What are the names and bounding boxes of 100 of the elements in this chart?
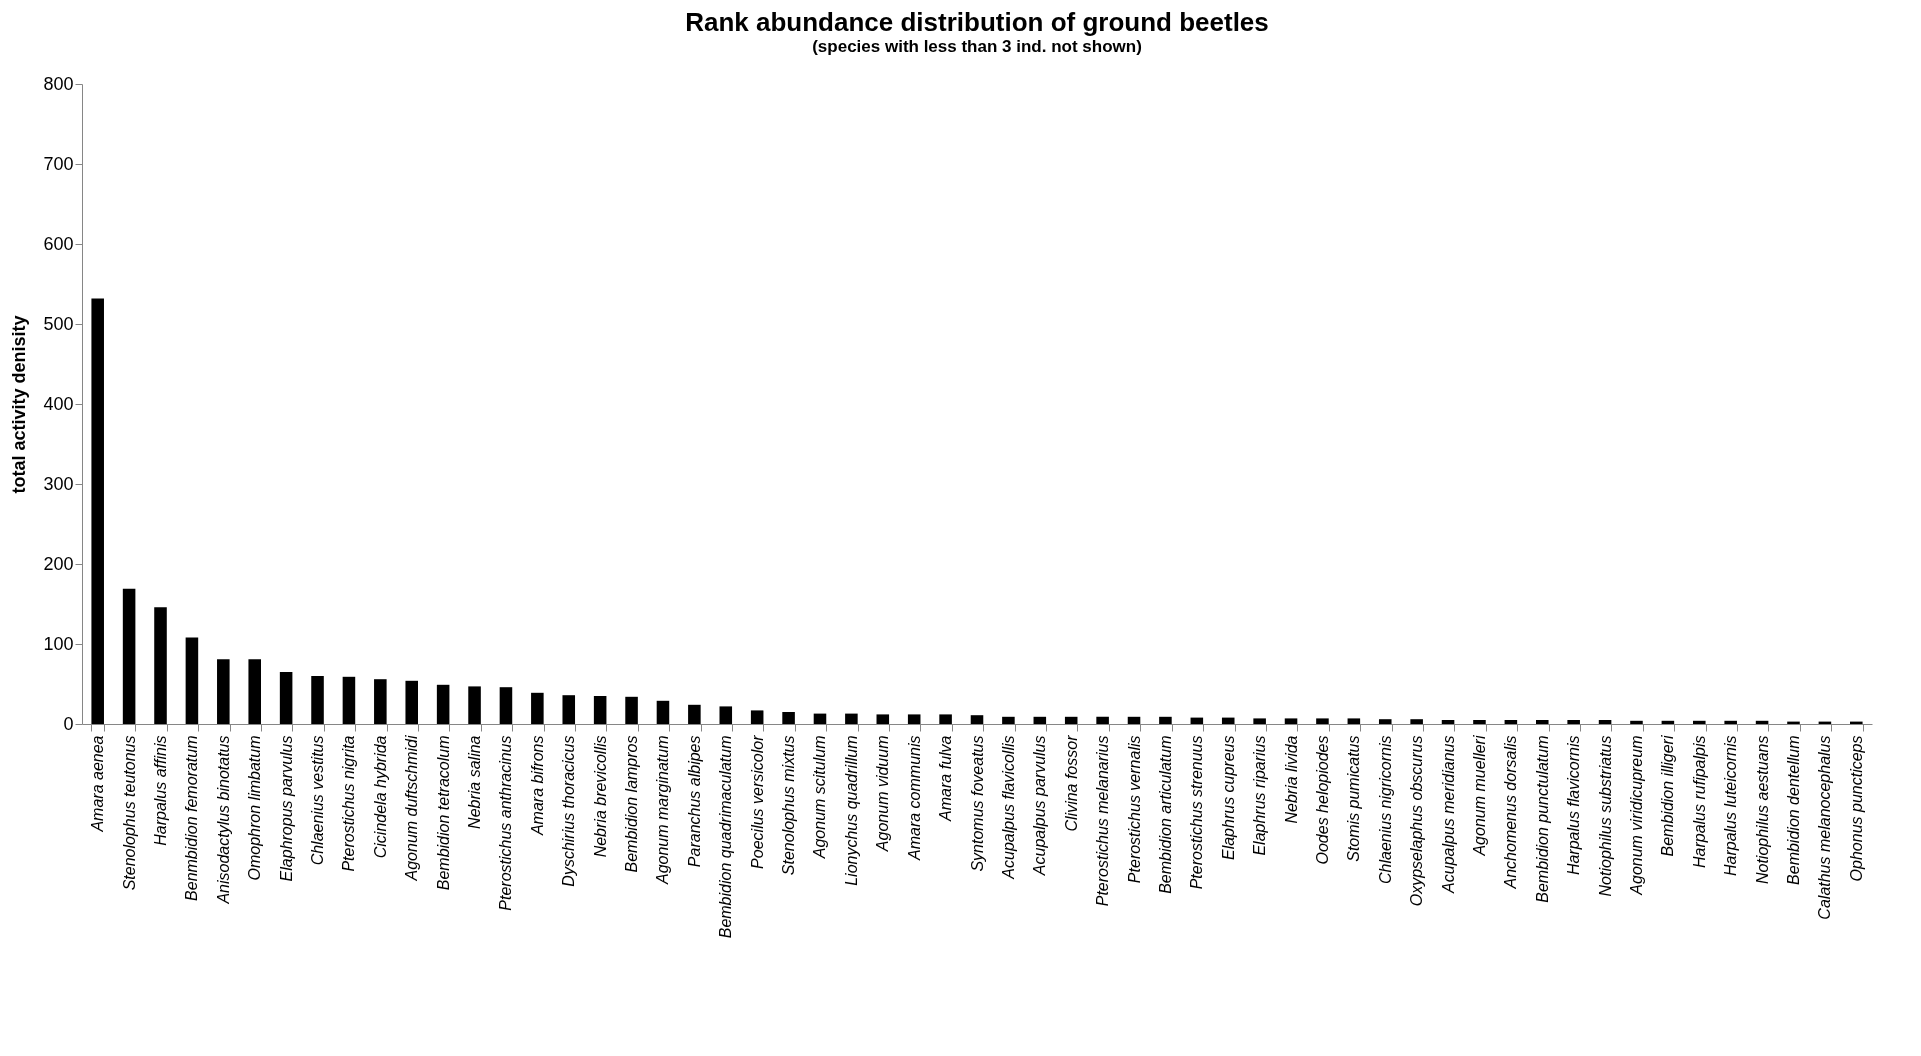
bar	[719, 706, 733, 724]
bar	[374, 679, 387, 724]
x-tick-label: Agonum duftschmidi	[403, 735, 421, 882]
x-tick-label: Amara aenea	[89, 735, 107, 833]
x-tick-label: Bembidion quadrimaculatum	[717, 735, 735, 939]
y-tick-label: 800	[43, 73, 74, 94]
bar	[1096, 716, 1109, 724]
x-tick-label: Agonum marginatum	[654, 735, 672, 886]
x-tick-label: Harpalus luteicornis	[1722, 735, 1740, 877]
x-tick-label: Calathus melanocephalus	[1816, 735, 1834, 920]
x-tick-label: Agonum muelleri	[1470, 735, 1488, 857]
bar	[342, 676, 356, 724]
x-tick-label: Chlaenius nigricornis	[1376, 735, 1394, 885]
x-tick-label: Lionychus quadrillum	[842, 735, 860, 886]
bar	[1127, 716, 1141, 724]
bar	[1002, 716, 1015, 724]
bar	[122, 588, 136, 724]
bar	[593, 696, 607, 724]
x-tick-label: Elaphrus riparius	[1251, 735, 1269, 856]
x-tick-label: Anchomenus dorsalis	[1502, 735, 1520, 890]
bar	[1535, 720, 1549, 724]
bar	[154, 607, 167, 724]
chart-subtitle: (species with less than 3 ind. not shown)	[812, 37, 1142, 56]
x-tick-label: Bembidion punctulatum	[1533, 735, 1551, 903]
y-tick-label: 300	[43, 473, 74, 494]
bar	[782, 712, 795, 724]
bar	[562, 695, 576, 724]
bar	[688, 704, 701, 724]
bar	[1567, 720, 1580, 724]
bar	[91, 298, 104, 724]
bar	[1033, 716, 1047, 724]
x-tick-label: Notiophilus substriatus	[1596, 735, 1614, 897]
x-tick-label: Pterostichus vernalis	[1125, 735, 1143, 884]
y-tick-label: 200	[43, 553, 74, 574]
y-tick-label: 600	[43, 233, 74, 254]
y-tick-label: 700	[43, 153, 74, 174]
y-tick-label: 100	[43, 633, 74, 654]
x-tick-label: Ophonus puncticeps	[1847, 735, 1865, 882]
bar	[468, 686, 481, 724]
bar	[1724, 720, 1737, 724]
bar	[217, 659, 230, 724]
bar	[907, 714, 921, 724]
x-tick-label: Stenolophus mixtus	[780, 735, 798, 876]
x-tick-label: Anisodactylus binotatus	[214, 735, 232, 905]
x-tick-label: Amara communis	[905, 735, 923, 861]
bar	[1064, 716, 1078, 724]
bar	[1253, 718, 1266, 724]
x-tick-label: Stomis pumicatus	[1345, 735, 1363, 862]
x-tick-label: Oodes helopiodes	[1313, 735, 1331, 865]
x-tick-label: Bembidion lampros	[623, 735, 641, 873]
bar	[939, 714, 952, 724]
bar	[1598, 720, 1612, 724]
x-tick-label: Elaphropus parvulus	[277, 735, 295, 882]
bar	[1221, 717, 1235, 724]
bar	[1159, 716, 1172, 724]
bar	[1316, 718, 1329, 724]
bar	[1755, 720, 1769, 724]
x-tick-label: Amara fulva	[937, 735, 955, 822]
bar	[1441, 720, 1455, 724]
x-tick-label: Notiophilus aestuans	[1753, 735, 1771, 885]
bar	[499, 687, 513, 724]
bar	[1630, 720, 1643, 724]
x-tick-label: Pterostichus anthracinus	[497, 735, 515, 911]
x-tick-label: Agonum viridicupreum	[1627, 735, 1645, 896]
x-tick-label: Acupalpus flavicollis	[999, 735, 1017, 880]
x-tick-label: Poecilus versicolor	[748, 734, 766, 869]
bar	[1693, 720, 1706, 724]
x-tick-label: Acupalpus meridianus	[1439, 735, 1457, 894]
y-axis-title: total activity denisity	[9, 315, 30, 494]
x-tick-label: Agonum viduum	[874, 735, 892, 853]
chart-title: Rank abundance distribution of ground beetles	[685, 7, 1269, 37]
bar	[876, 714, 890, 724]
x-tick-label: Syntomus foveatus	[968, 735, 986, 872]
x-tick-label: Harpalus affinis	[152, 735, 170, 846]
x-tick-label: Bembidion tetracolum	[434, 735, 452, 891]
x-tick-label: Stenolophus teutonus	[120, 735, 138, 891]
y-tick-label: 0	[63, 713, 74, 734]
x-tick-label: Amara bifrons	[528, 735, 546, 837]
x-tick-label: Bembidion articulatum	[1156, 735, 1174, 894]
x-tick-label: Pterostichus strenuus	[1188, 735, 1206, 890]
bar	[185, 637, 199, 724]
x-tick-label: Clivina fossor	[1062, 734, 1080, 832]
x-tick-label: Benmbidion femoratum	[183, 735, 201, 901]
bar	[311, 676, 324, 724]
bar	[656, 700, 670, 724]
x-tick-label: Oxypselaphus obscurus	[1408, 735, 1426, 907]
x-tick-label: Harpalus flavicornis	[1565, 735, 1583, 876]
x-tick-label: Bembidion dentellum	[1784, 735, 1802, 885]
x-tick-label: Bembidion illigeri	[1659, 735, 1677, 857]
bar	[1347, 718, 1361, 724]
bar	[1190, 717, 1204, 724]
y-tick-label: 400	[43, 393, 74, 414]
x-tick-label: Nebria livida	[1282, 735, 1300, 824]
x-tick-label: Agonum scitulum	[811, 735, 829, 860]
bar	[1378, 719, 1392, 724]
bar	[1504, 720, 1518, 724]
x-tick-label: Nebria brevicollis	[591, 735, 609, 858]
x-tick-label: Dyschirius thoracicus	[560, 735, 578, 887]
x-tick-label: Nebria salina	[466, 735, 484, 829]
bar	[1284, 718, 1298, 724]
